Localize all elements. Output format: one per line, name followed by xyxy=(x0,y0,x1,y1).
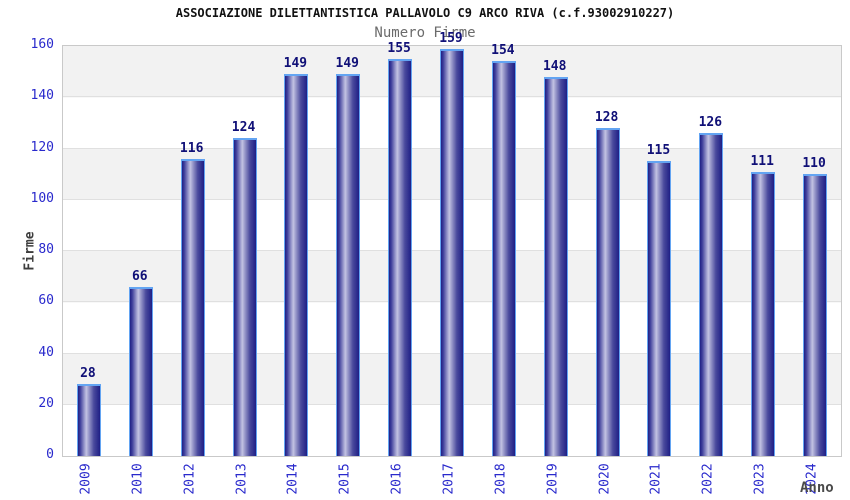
bar-value-label-2010: 66 xyxy=(131,269,148,284)
bar-2010 xyxy=(129,287,153,456)
bar-value-label-2016: 155 xyxy=(387,41,411,56)
y-tick-20: 20 xyxy=(38,395,54,411)
bar-value-label-2009: 28 xyxy=(80,366,96,381)
plot-area xyxy=(62,45,842,457)
y-tick-60: 60 xyxy=(38,293,54,309)
bar-value-label-2012: 116 xyxy=(179,141,204,156)
x-tick-2021: 2021 xyxy=(648,463,664,495)
bar-2022 xyxy=(699,133,723,456)
bar-value-label-2021: 115 xyxy=(646,143,671,158)
x-tick-2022: 2022 xyxy=(700,463,716,495)
y-tick-0: 0 xyxy=(46,447,54,462)
bar-value-label-2013: 124 xyxy=(231,120,256,135)
bar-2023 xyxy=(751,172,775,456)
bar-2021 xyxy=(647,161,671,456)
x-tick-2017: 2017 xyxy=(441,463,457,495)
bar-2018 xyxy=(492,61,516,456)
bar-2009 xyxy=(77,384,101,456)
bar-2013 xyxy=(233,138,257,456)
bar-2019 xyxy=(544,77,568,456)
bar-value-label-2023: 111 xyxy=(750,154,774,169)
bar-2015 xyxy=(336,74,360,456)
bar-2012 xyxy=(181,159,205,456)
bar-value-label-2022: 126 xyxy=(698,115,723,130)
y-tick-140: 140 xyxy=(30,88,54,104)
x-tick-2010: 2010 xyxy=(130,463,146,495)
bar-value-label-2024: 110 xyxy=(802,156,826,171)
bar-value-label-2018: 154 xyxy=(491,43,515,58)
x-tick-2014: 2014 xyxy=(285,463,301,495)
bar-value-label-2014: 149 xyxy=(283,56,308,71)
x-axis-label: Anno xyxy=(800,480,834,496)
x-tick-2013: 2013 xyxy=(234,463,250,495)
bar-value-label-2020: 128 xyxy=(594,110,619,125)
y-tick-120: 120 xyxy=(30,139,54,155)
bar-2020 xyxy=(596,128,620,456)
x-tick-2020: 2020 xyxy=(597,463,613,495)
x-tick-2016: 2016 xyxy=(389,463,405,495)
y-tick-100: 100 xyxy=(30,190,54,206)
y-tick-40: 40 xyxy=(38,344,54,360)
chart-subtitle: Numero Firme xyxy=(374,25,476,41)
x-tick-2012: 2012 xyxy=(182,463,198,495)
x-tick-2023: 2023 xyxy=(752,463,768,495)
y-tick-80: 80 xyxy=(38,242,54,257)
chart-title: ASSOCIAZIONE DILETTANTISTICA PALLAVOLO C… xyxy=(175,6,675,20)
bar-value-label-2015: 149 xyxy=(335,56,360,71)
y-tick-160: 160 xyxy=(30,37,54,52)
bar-2014 xyxy=(284,74,308,456)
bar-2024 xyxy=(803,174,827,456)
bar-value-label-2017: 159 xyxy=(439,31,463,46)
bar-value-label-2019: 148 xyxy=(542,59,567,74)
bar-2016 xyxy=(388,59,412,456)
x-tick-2015: 2015 xyxy=(337,463,353,495)
x-tick-2019: 2019 xyxy=(545,463,561,495)
bar-2017 xyxy=(440,49,464,456)
x-tick-2009: 2009 xyxy=(78,463,94,495)
x-tick-2018: 2018 xyxy=(493,463,509,495)
